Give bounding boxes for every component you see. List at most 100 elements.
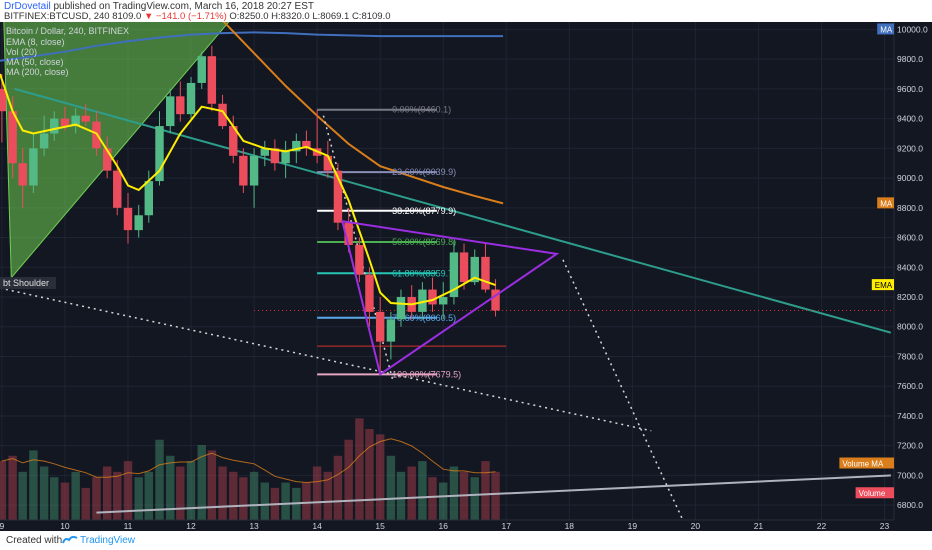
candle-body [281, 151, 290, 164]
publish-header: DrDovetail published on TradingView.com,… [0, 0, 932, 22]
volume-bar [81, 487, 90, 520]
volume-bar [355, 418, 364, 520]
y-tick-label: 7400.0 [897, 411, 923, 421]
candle-body [218, 103, 227, 127]
y-tick-label: 8200.0 [897, 292, 923, 302]
price-chart[interactable]: 0.00%(9460.1) 23.60%(9039.9) 38.20%(8779.9… [0, 22, 932, 531]
volume-bar [333, 455, 343, 520]
volume-ma-line [1, 438, 496, 484]
legend-item: EMA (8, close) [6, 37, 65, 47]
candles [0, 45, 500, 375]
y-tick-label: 7600.0 [897, 381, 923, 391]
candle-body [396, 297, 406, 320]
volume-bar [344, 439, 353, 520]
candle-body [229, 126, 238, 156]
fib-level-label: 61.80%(8359.7) [392, 268, 456, 278]
candle-body [0, 88, 7, 112]
volume-bar [386, 455, 396, 520]
tradingview-logo-icon [62, 535, 78, 544]
volume-bar [50, 477, 59, 520]
plot-layer: 0.00%(9460.1) 23.60%(9039.9) 38.20%(8779.9… [0, 22, 894, 520]
legend-item: MA (50, close) [6, 57, 64, 67]
volume-bar [249, 471, 259, 520]
published-text: published on TradingView.com, March 16, … [53, 1, 315, 12]
author-link[interactable]: DrDovetail [4, 1, 51, 12]
volume-bar [260, 482, 270, 520]
y-tick-label: 9400.0 [897, 114, 923, 124]
y-tick-label: 7000.0 [897, 470, 923, 480]
fib-level-label: 50.00%(8569.8) [392, 237, 456, 247]
candle-body [439, 297, 448, 305]
candle-body [428, 289, 437, 305]
axis-tag-text: MA [880, 199, 893, 208]
candle-body [166, 96, 175, 127]
candle-body [176, 96, 185, 115]
tradingview-brand[interactable]: TradingView [80, 535, 136, 546]
x-tick-label: 12 [186, 521, 196, 531]
volume-bar [102, 466, 112, 520]
axis-tag-text: Volume MA [842, 460, 884, 469]
candle-body [197, 56, 206, 83]
candle-body [302, 140, 311, 149]
volume-bar [176, 466, 185, 520]
candle-body [491, 289, 500, 311]
x-tick-label: 19 [628, 521, 638, 531]
volume-bar [302, 482, 311, 520]
x-tick-label: 20 [691, 521, 701, 531]
candle-body [260, 148, 270, 156]
ma-200-line [0, 31, 504, 62]
green-channel-zone [3, 22, 230, 280]
volume-bar [8, 455, 17, 520]
x-tick-label: 17 [502, 521, 512, 531]
volume-bar [197, 445, 206, 520]
volume-bar [134, 477, 143, 520]
volume-bar [123, 461, 133, 520]
axis-tag: Volume MA [839, 457, 894, 469]
ma-50-line [222, 22, 504, 205]
legend-item: MA (200, close) [6, 67, 69, 77]
candle-body [207, 56, 217, 104]
candle-body [8, 111, 17, 164]
down-arrow-icon: ▼ [143, 11, 154, 22]
volume-bar [60, 482, 70, 520]
candle-body [355, 244, 364, 275]
candle-body [60, 118, 70, 127]
candle-body [292, 140, 301, 152]
created-with-text: Created with [6, 535, 63, 546]
candle-body [102, 148, 112, 171]
volume-bar [470, 477, 479, 520]
x-tick-label: 9 [0, 521, 5, 531]
volume-bar [449, 466, 459, 520]
axis-tag: Volume [855, 487, 894, 499]
candle-body [418, 289, 427, 312]
candle-body [50, 118, 59, 134]
volume-bar [71, 471, 80, 520]
candle-body [449, 252, 459, 298]
candle-body [481, 256, 490, 290]
y-tick-label: 8000.0 [897, 322, 923, 332]
legend-item: Vol (20) [6, 47, 37, 57]
volume-bar [428, 477, 437, 520]
x-tick-label: 15 [375, 521, 385, 531]
axis-tag-bg [839, 457, 894, 469]
volume-bar [418, 461, 427, 520]
y-tick-label: 7200.0 [897, 441, 923, 451]
candle-body [239, 155, 248, 186]
volume-bar [375, 434, 385, 520]
y-tick-label: 8400.0 [897, 262, 923, 272]
candle-body [144, 181, 154, 216]
x-tick-label: 22 [817, 521, 827, 531]
candle-body [113, 170, 122, 208]
symmetrical-triangle [340, 219, 560, 376]
volume-bar [166, 455, 175, 520]
axis-tag-bg [855, 487, 894, 499]
axis-tag-bg [871, 279, 894, 291]
volume-bar [439, 482, 448, 520]
candle-body [333, 170, 343, 223]
fib-level-label: 100.00%(7679.5) [392, 369, 461, 379]
publish-line: DrDovetail published on TradingView.com,… [4, 1, 314, 12]
ohlc-values: O:8250.0 H:8320.0 L:8069.1 C:8109.0 [229, 11, 391, 22]
fibonacci-retracement: 0.00%(9460.1) 23.60%(9039.9) 38.20%(8779.9… [317, 105, 461, 379]
